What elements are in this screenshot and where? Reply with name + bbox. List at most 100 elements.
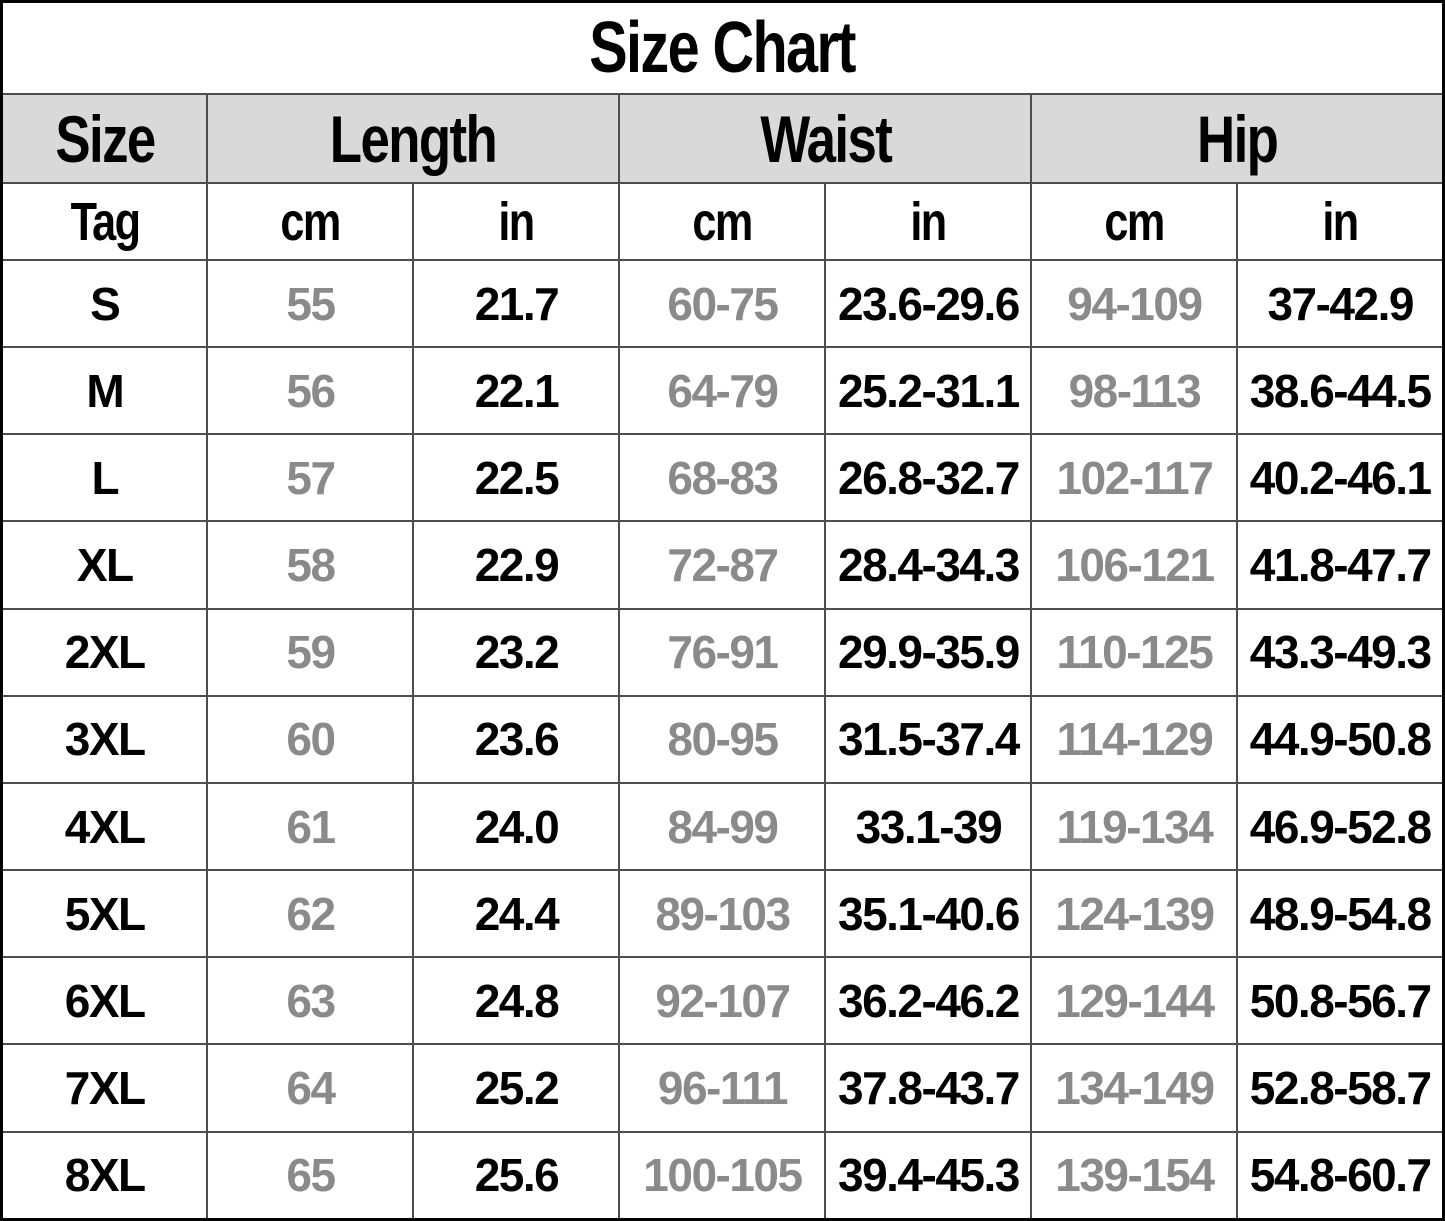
cell-waist-cm: 84-99	[618, 781, 827, 872]
col-header-hip-label: Hip	[1197, 101, 1279, 176]
col-header-length-label: Length	[330, 101, 498, 176]
cell-length-in: 24.8	[412, 956, 621, 1046]
cell-length-in: 25.2	[412, 1043, 621, 1133]
sub-header-hip-cm: cm	[1030, 182, 1239, 261]
cell-waist-cm: 76-91	[618, 607, 827, 697]
cell-hip-in: 38.6-44.5	[1236, 346, 1445, 436]
cell-waist-in: 33.1-39	[824, 781, 1033, 872]
cell-waist-in: 35.1-40.6	[824, 869, 1033, 959]
cell-waist-cm: 68-83	[618, 433, 827, 523]
cell-waist-cm: 72-87	[618, 520, 827, 610]
page-title-cell: Size Chart	[0, 0, 1445, 95]
cell-length-cm: 62	[206, 869, 415, 959]
cell-hip-cm: 119-134	[1030, 781, 1239, 872]
sub-header-tag-label: Tag	[70, 191, 140, 252]
cell-hip-cm: 102-117	[1030, 433, 1239, 523]
sub-header-hip-in-label: in	[1322, 191, 1360, 252]
table-row: 8XL 65 25.6 100-105 39.4-45.3 139-154 54…	[0, 1130, 1445, 1221]
cell-hip-in: 46.9-52.8	[1236, 781, 1445, 872]
cell-hip-in: 54.8-60.7	[1236, 1130, 1445, 1221]
cell-waist-in: 36.2-46.2	[824, 956, 1033, 1046]
cell-hip-in: 40.2-46.1	[1236, 433, 1445, 523]
cell-length-in: 24.0	[412, 781, 621, 872]
col-header-size: Size	[0, 93, 209, 184]
cell-length-cm: 55	[206, 258, 415, 349]
cell-size-tag: 7XL	[0, 1043, 209, 1133]
col-header-length: Length	[206, 93, 621, 184]
table-row: S 55 21.7 60-75 23.6-29.6 94-109 37-42.9	[0, 258, 1445, 349]
cell-size-tag: M	[0, 346, 209, 436]
cell-waist-in: 23.6-29.6	[824, 258, 1033, 349]
cell-length-cm: 59	[206, 607, 415, 697]
sub-header-length-cm-label: cm	[280, 191, 342, 252]
cell-hip-in: 43.3-49.3	[1236, 607, 1445, 697]
cell-hip-cm: 139-154	[1030, 1130, 1239, 1221]
cell-waist-in: 39.4-45.3	[824, 1130, 1033, 1221]
table-row: 7XL 64 25.2 96-111 37.8-43.7 134-149 52.…	[0, 1043, 1445, 1133]
table-row: 6XL 63 24.8 92-107 36.2-46.2 129-144 50.…	[0, 956, 1445, 1046]
sub-header-hip-in: in	[1236, 182, 1445, 261]
sub-header-waist-cm-label: cm	[692, 191, 754, 252]
cell-size-tag: 4XL	[0, 781, 209, 872]
cell-size-tag: 5XL	[0, 869, 209, 959]
cell-waist-in: 28.4-34.3	[824, 520, 1033, 610]
cell-hip-in: 41.8-47.7	[1236, 520, 1445, 610]
cell-length-in: 24.4	[412, 869, 621, 959]
sub-header-waist-cm: cm	[618, 182, 827, 261]
sub-header-waist-in-label: in	[910, 191, 948, 252]
cell-size-tag: S	[0, 258, 209, 349]
cell-size-tag: XL	[0, 520, 209, 610]
cell-waist-cm: 60-75	[618, 258, 827, 349]
cell-length-cm: 64	[206, 1043, 415, 1133]
col-header-size-label: Size	[55, 101, 156, 176]
cell-length-cm: 61	[206, 781, 415, 872]
cell-hip-cm: 106-121	[1030, 520, 1239, 610]
cell-waist-cm: 80-95	[618, 694, 827, 784]
table-row: 2XL 59 23.2 76-91 29.9-35.9 110-125 43.3…	[0, 607, 1445, 697]
cell-length-cm: 63	[206, 956, 415, 1046]
cell-waist-in: 25.2-31.1	[824, 346, 1033, 436]
sub-header-tag: Tag	[0, 182, 209, 261]
sub-header-length-in-label: in	[498, 191, 536, 252]
table-row: 5XL 62 24.4 89-103 35.1-40.6 124-139 48.…	[0, 869, 1445, 959]
cell-hip-in: 48.9-54.8	[1236, 869, 1445, 959]
sub-header-length-in: in	[412, 182, 621, 261]
cell-hip-cm: 129-144	[1030, 956, 1239, 1046]
cell-length-cm: 60	[206, 694, 415, 784]
cell-waist-in: 37.8-43.7	[824, 1043, 1033, 1133]
cell-size-tag: 8XL	[0, 1130, 209, 1221]
cell-waist-cm: 92-107	[618, 956, 827, 1046]
cell-hip-cm: 110-125	[1030, 607, 1239, 697]
cell-size-tag: 6XL	[0, 956, 209, 1046]
cell-hip-cm: 124-139	[1030, 869, 1239, 959]
cell-waist-cm: 64-79	[618, 346, 827, 436]
cell-length-in: 23.2	[412, 607, 621, 697]
cell-length-in: 22.1	[412, 346, 621, 436]
col-header-waist-label: Waist	[759, 101, 892, 176]
page-title: Size Chart	[589, 8, 857, 88]
cell-waist-cm: 89-103	[618, 869, 827, 959]
cell-hip-in: 52.8-58.7	[1236, 1043, 1445, 1133]
sub-header-hip-cm-label: cm	[1104, 191, 1166, 252]
group-header-row: Size Length Waist Hip	[0, 93, 1445, 184]
table-row: M 56 22.1 64-79 25.2-31.1 98-113 38.6-44…	[0, 346, 1445, 436]
cell-length-in: 21.7	[412, 258, 621, 349]
cell-hip-cm: 134-149	[1030, 1043, 1239, 1133]
sub-header-waist-in: in	[824, 182, 1033, 261]
table-row: L 57 22.5 68-83 26.8-32.7 102-117 40.2-4…	[0, 433, 1445, 523]
cell-hip-cm: 98-113	[1030, 346, 1239, 436]
cell-hip-in: 37-42.9	[1236, 258, 1445, 349]
col-header-hip: Hip	[1030, 93, 1445, 184]
col-header-waist: Waist	[618, 93, 1033, 184]
sub-header-row: Tag cm in cm in cm in	[0, 182, 1445, 261]
table-row: 4XL 61 24.0 84-99 33.1-39 119-134 46.9-5…	[0, 781, 1445, 872]
cell-length-in: 22.5	[412, 433, 621, 523]
cell-length-in: 25.6	[412, 1130, 621, 1221]
cell-hip-in: 44.9-50.8	[1236, 694, 1445, 784]
cell-waist-cm: 100-105	[618, 1130, 827, 1221]
sub-header-length-cm: cm	[206, 182, 415, 261]
title-row: Size Chart	[0, 0, 1445, 95]
cell-length-in: 23.6	[412, 694, 621, 784]
cell-length-in: 22.9	[412, 520, 621, 610]
table-row: 3XL 60 23.6 80-95 31.5-37.4 114-129 44.9…	[0, 694, 1445, 784]
